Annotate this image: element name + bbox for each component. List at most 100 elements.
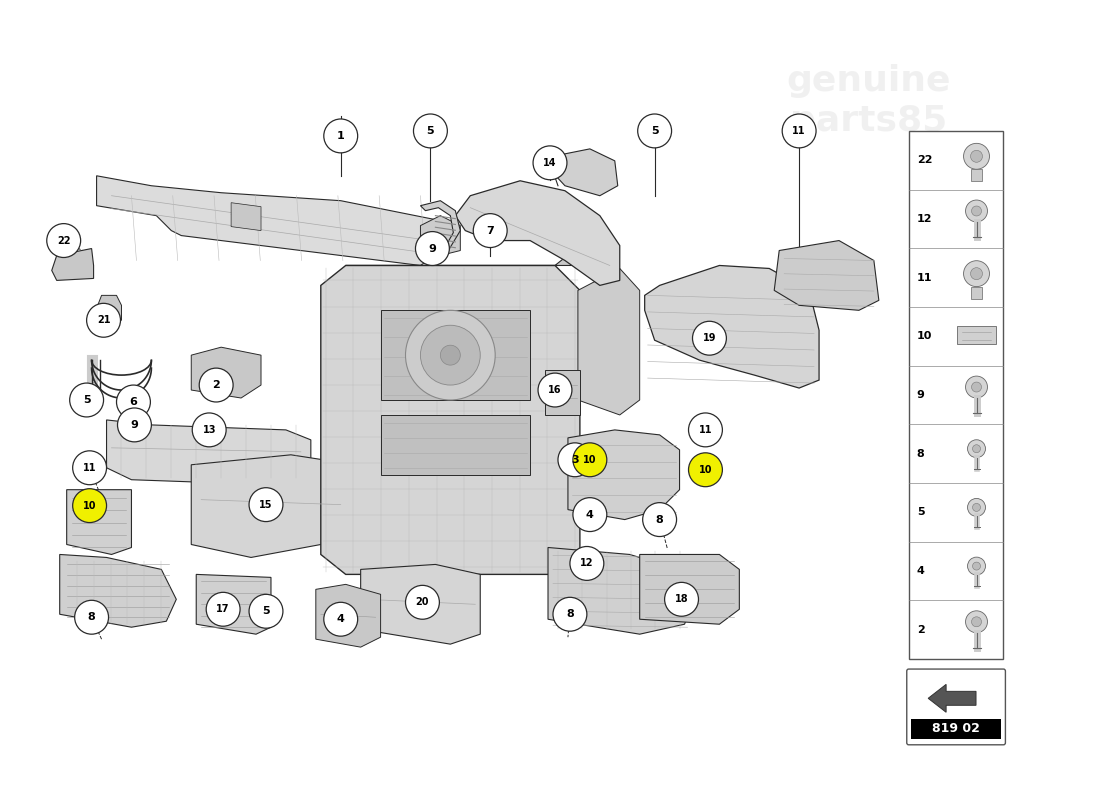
Circle shape [87,303,121,338]
Circle shape [642,502,676,537]
Polygon shape [774,241,879,310]
Circle shape [689,413,723,447]
Circle shape [689,453,723,486]
Circle shape [538,373,572,407]
Text: 2: 2 [212,380,220,390]
Polygon shape [578,269,640,415]
Polygon shape [645,266,820,388]
Circle shape [199,368,233,402]
Circle shape [323,119,358,153]
Circle shape [118,408,152,442]
Text: 17: 17 [217,604,230,614]
Circle shape [558,443,592,477]
Circle shape [406,310,495,400]
Polygon shape [455,181,619,286]
Text: 9: 9 [916,390,925,400]
Text: 9: 9 [429,243,437,254]
Text: 10: 10 [82,501,97,510]
Text: 5: 5 [916,507,924,518]
Circle shape [249,594,283,628]
Circle shape [570,546,604,580]
Circle shape [117,385,151,419]
Circle shape [966,376,988,398]
Text: 4: 4 [337,614,344,624]
Circle shape [664,582,698,616]
Text: 11: 11 [82,462,97,473]
Text: 22: 22 [916,155,932,166]
Polygon shape [321,266,580,574]
FancyBboxPatch shape [970,286,982,298]
Text: 11: 11 [792,126,806,136]
Circle shape [693,322,726,355]
Polygon shape [544,370,580,415]
Text: 4: 4 [586,510,594,520]
Text: 4: 4 [916,566,925,576]
Circle shape [971,382,981,392]
Circle shape [968,498,986,516]
Polygon shape [107,420,311,485]
Polygon shape [191,347,261,398]
Text: 10: 10 [698,465,712,474]
Circle shape [73,489,107,522]
Polygon shape [67,490,132,554]
Text: 18: 18 [674,594,689,604]
Circle shape [970,268,982,280]
Text: 5: 5 [651,126,659,136]
Text: 5: 5 [262,606,270,616]
Circle shape [972,445,980,453]
Text: 21: 21 [97,315,110,326]
Circle shape [420,326,481,385]
Circle shape [782,114,816,148]
Circle shape [971,617,981,626]
Polygon shape [553,149,618,196]
Text: 8: 8 [656,514,663,525]
Circle shape [440,345,460,365]
Polygon shape [420,216,460,255]
FancyBboxPatch shape [911,719,1001,739]
Text: 11: 11 [698,425,712,435]
Circle shape [638,114,672,148]
Circle shape [966,200,988,222]
Text: 22: 22 [57,235,70,246]
Polygon shape [196,574,271,634]
Circle shape [966,611,988,633]
Circle shape [69,383,103,417]
Text: 5: 5 [82,395,90,405]
Text: 11: 11 [916,273,932,282]
Circle shape [968,440,986,458]
Text: 1: 1 [337,131,344,141]
Text: 15: 15 [260,500,273,510]
Text: 13: 13 [202,425,216,435]
FancyBboxPatch shape [970,170,982,182]
Polygon shape [548,547,694,634]
FancyBboxPatch shape [909,131,1003,659]
FancyBboxPatch shape [906,669,1005,745]
Text: 10: 10 [583,454,596,465]
Polygon shape [231,202,261,230]
Polygon shape [381,415,530,474]
Text: 16: 16 [548,385,562,395]
Polygon shape [316,584,381,647]
Text: a passion for parts: a passion for parts [289,444,552,536]
Circle shape [573,498,607,531]
Polygon shape [640,554,739,624]
Polygon shape [928,684,976,712]
Text: 12: 12 [916,214,932,224]
Text: 14: 14 [543,158,557,168]
Text: 8: 8 [566,610,574,619]
Circle shape [553,598,587,631]
Circle shape [972,503,980,511]
Polygon shape [381,310,530,400]
Polygon shape [97,176,440,266]
Circle shape [414,114,448,148]
Circle shape [75,600,109,634]
Circle shape [968,557,986,575]
Circle shape [970,150,982,162]
Circle shape [534,146,566,180]
Circle shape [323,602,358,636]
Text: 19: 19 [703,334,716,343]
Polygon shape [59,554,176,627]
Circle shape [971,206,981,216]
Circle shape [416,231,450,266]
Polygon shape [420,201,460,255]
